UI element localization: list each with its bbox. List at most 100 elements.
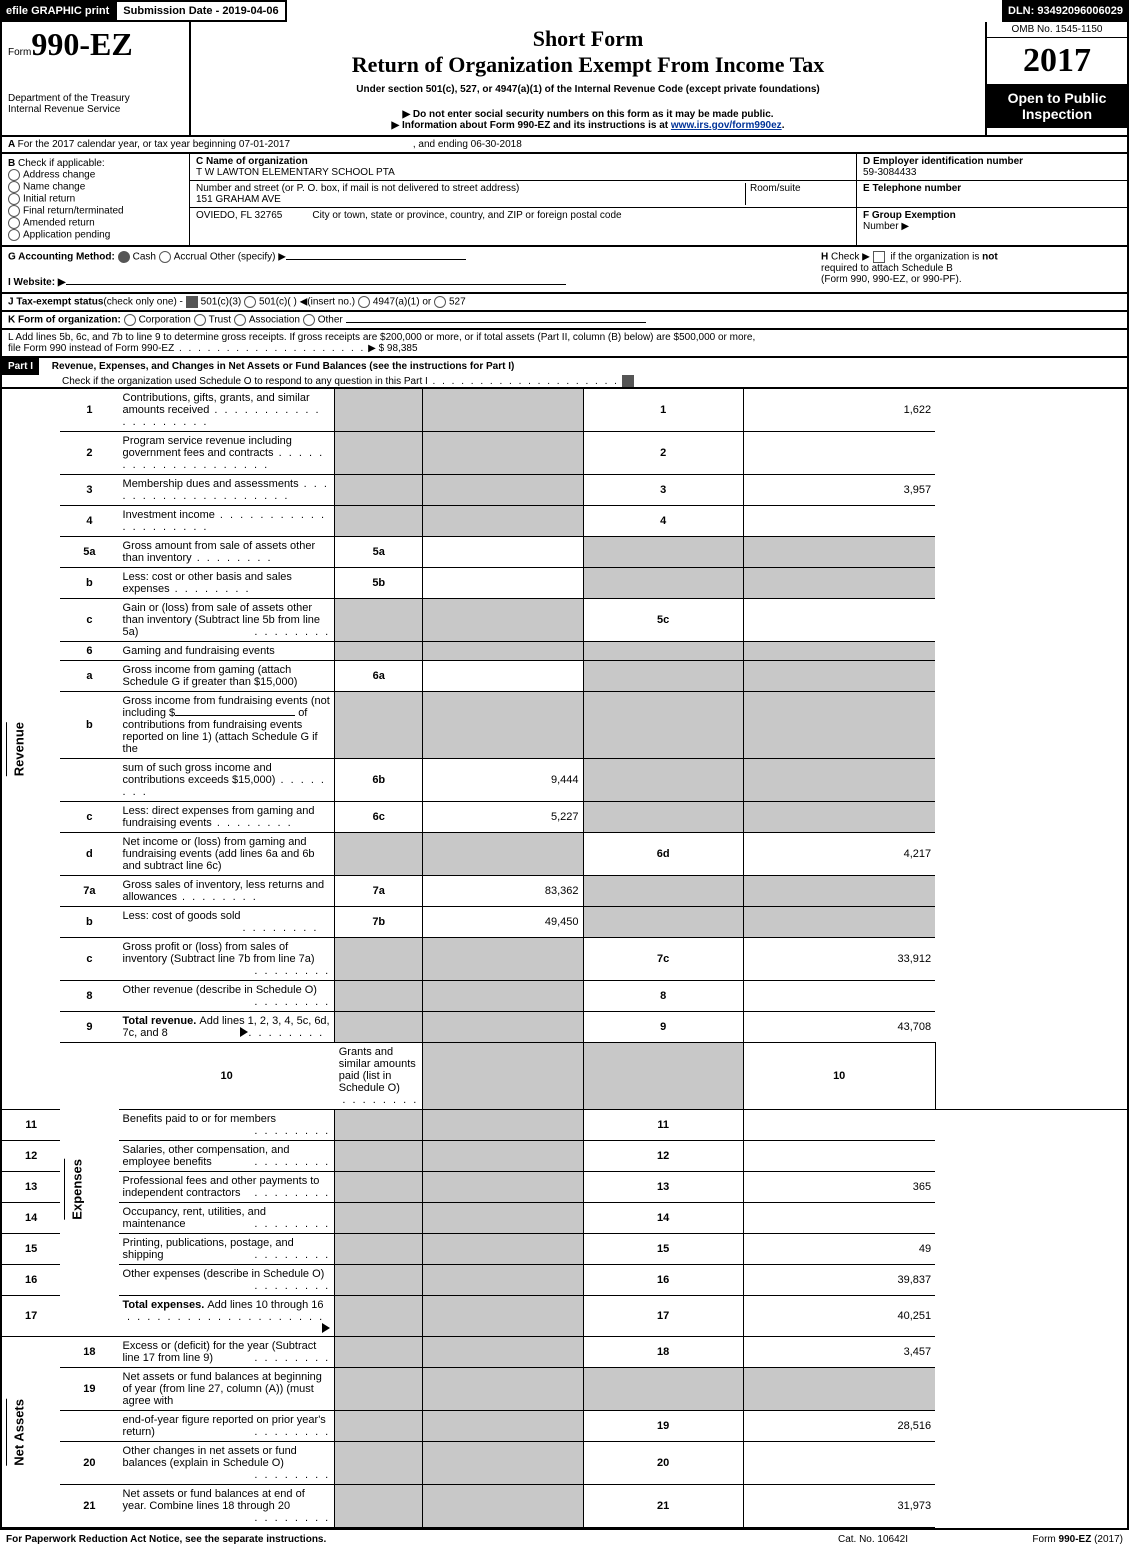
arrow-icon bbox=[240, 1027, 248, 1037]
j-rest: (check only one) - bbox=[103, 297, 182, 308]
line-value: 49 bbox=[743, 1234, 935, 1265]
cb-final-return: Final return/terminated bbox=[23, 206, 124, 217]
k-other: Other bbox=[318, 315, 343, 326]
part1-title: Revenue, Expenses, and Changes in Net As… bbox=[42, 361, 515, 372]
group-number-label: Number bbox=[863, 221, 899, 232]
room-suite: Room/suite bbox=[745, 183, 850, 205]
table-row: bGross income from fundraising events (n… bbox=[2, 692, 1127, 759]
irs-link[interactable]: www.irs.gov/form990ez bbox=[671, 120, 782, 131]
table-row: 20Other changes in net assets or fund ba… bbox=[2, 1442, 1127, 1485]
checkbox-icon[interactable] bbox=[873, 251, 885, 263]
h-not: not bbox=[982, 252, 998, 263]
line-desc: Net income or (loss) from gaming and fun… bbox=[119, 833, 335, 876]
line-desc: Membership dues and assessments bbox=[123, 478, 299, 490]
h-text3: required to attach Schedule B bbox=[821, 263, 953, 274]
radio-icon[interactable] bbox=[303, 314, 315, 326]
k-line: K Form of organization: Corporation Trus… bbox=[0, 312, 1129, 330]
table-row: 8Other revenue (describe in Schedule O)8 bbox=[2, 981, 1127, 1012]
h-check: H Check ▶ if the organization is not req… bbox=[811, 251, 1121, 288]
checkbox-icon[interactable] bbox=[8, 181, 20, 193]
line-desc: Other expenses (describe in Schedule O) bbox=[123, 1268, 325, 1280]
omb-number: OMB No. 1545-1150 bbox=[987, 22, 1127, 38]
submission-date: Submission Date - 2019-04-06 bbox=[115, 0, 286, 22]
radio-icon[interactable] bbox=[434, 296, 446, 308]
table-row: bLess: cost or other basis and sales exp… bbox=[2, 568, 1127, 599]
checkbox-icon[interactable] bbox=[8, 193, 20, 205]
line-value bbox=[743, 432, 935, 475]
line-value: 1,622 bbox=[743, 389, 935, 432]
radio-icon[interactable] bbox=[358, 296, 370, 308]
website-label: I Website: ▶ bbox=[8, 277, 66, 288]
city-value: OVIEDO, FL 32765 bbox=[196, 210, 282, 221]
accrual-option: Accrual bbox=[174, 252, 207, 263]
line-mid-value: 83,362 bbox=[423, 876, 583, 907]
line-value bbox=[743, 981, 935, 1012]
city-label: City or town, state or province, country… bbox=[312, 210, 621, 221]
checkbox-icon[interactable] bbox=[8, 169, 20, 181]
return-title: Return of Organization Exempt From Incom… bbox=[197, 52, 979, 78]
line-value bbox=[743, 1203, 935, 1234]
dln-label: DLN: 93492096006029 bbox=[1002, 0, 1129, 22]
line-mid-value bbox=[423, 568, 583, 599]
line-desc: Investment income bbox=[123, 509, 215, 521]
tax-year: 2017 bbox=[987, 38, 1127, 84]
table-row: 6Gaming and fundraising events bbox=[2, 642, 1127, 661]
cb-initial-return: Initial return bbox=[23, 194, 75, 205]
cb-amended: Amended return bbox=[23, 218, 95, 229]
part1-table: Revenue 1Contributions, gifts, grants, a… bbox=[0, 389, 1129, 1530]
j-527: 527 bbox=[449, 297, 466, 308]
line-mid-value: 49,450 bbox=[423, 907, 583, 938]
table-row: cGross profit or (loss) from sales of in… bbox=[2, 938, 1127, 981]
table-row: cLess: direct expenses from gaming and f… bbox=[2, 802, 1127, 833]
radio-icon[interactable] bbox=[118, 251, 130, 263]
radio-icon[interactable] bbox=[124, 314, 136, 326]
checkbox-icon[interactable] bbox=[8, 217, 20, 229]
gh-section: G Accounting Method: Cash Accrual Other … bbox=[0, 247, 1129, 294]
radio-icon[interactable] bbox=[234, 314, 246, 326]
line-desc: sum of such gross income and contributio… bbox=[123, 762, 276, 786]
street-value: 151 GRAHAM AVE bbox=[196, 194, 281, 205]
line-value bbox=[743, 1141, 935, 1172]
table-row: 19Net assets or fund balances at beginni… bbox=[2, 1368, 1127, 1411]
radio-icon[interactable] bbox=[159, 251, 171, 263]
radio-icon[interactable] bbox=[194, 314, 206, 326]
radio-icon[interactable] bbox=[244, 296, 256, 308]
ssn-warning: ▶ Do not enter social security numbers o… bbox=[197, 109, 979, 120]
efile-print-label: efile GRAPHIC print bbox=[0, 0, 115, 22]
checkbox-icon[interactable] bbox=[8, 205, 20, 217]
j-line: J Tax-exempt status(check only one) - 50… bbox=[0, 294, 1129, 312]
cb-name-change: Name change bbox=[23, 182, 85, 193]
page-footer: For Paperwork Reduction Act Notice, see … bbox=[0, 1530, 1129, 1549]
form-page: efile GRAPHIC print Submission Date - 20… bbox=[0, 0, 1129, 1549]
line-value: 3,457 bbox=[743, 1337, 935, 1368]
line-desc: Net assets or fund balances at beginning… bbox=[119, 1368, 335, 1411]
dept-treasury: Department of the Treasury bbox=[8, 93, 183, 104]
group-exempt-label: F Group Exemption bbox=[863, 210, 956, 221]
line-mid-value bbox=[423, 537, 583, 568]
paperwork-notice: For Paperwork Reduction Act Notice, see … bbox=[6, 1534, 783, 1545]
part1-badge: Part I bbox=[2, 358, 39, 375]
col-def: D Employer identification number59-30844… bbox=[857, 154, 1127, 245]
spacer bbox=[287, 0, 1002, 22]
checkbox-icon[interactable] bbox=[186, 296, 198, 308]
k-trust: Trust bbox=[209, 315, 231, 326]
line-desc: Other changes in net assets or fund bala… bbox=[123, 1445, 297, 1469]
under-section-text: Under section 501(c), 527, or 4947(a)(1)… bbox=[197, 84, 979, 95]
line-value bbox=[743, 1110, 935, 1141]
line-desc: Other revenue (describe in Schedule O) bbox=[123, 984, 317, 996]
header-right: OMB No. 1545-1150 2017 Open to PublicIns… bbox=[987, 22, 1127, 135]
part1-check-text: Check if the organization used Schedule … bbox=[2, 376, 428, 387]
checkbox-icon[interactable] bbox=[622, 375, 634, 387]
line-desc: Program service revenue including govern… bbox=[123, 435, 292, 459]
line-mid-value: 5,227 bbox=[423, 802, 583, 833]
table-row: 7aGross sales of inventory, less returns… bbox=[2, 876, 1127, 907]
table-row: end-of-year figure reported on prior yea… bbox=[2, 1411, 1127, 1442]
line-desc: Occupancy, rent, utilities, and maintena… bbox=[123, 1206, 266, 1230]
table-row: 15Printing, publications, postage, and s… bbox=[2, 1234, 1127, 1265]
h-check-text: Check ▶ bbox=[831, 252, 870, 263]
cb-address-change: Address change bbox=[23, 170, 95, 181]
line-value: 365 bbox=[743, 1172, 935, 1203]
line-value bbox=[743, 506, 935, 537]
col-b-checkboxes: B Check if applicable: Address change Na… bbox=[2, 154, 190, 245]
checkbox-icon[interactable] bbox=[8, 229, 20, 241]
